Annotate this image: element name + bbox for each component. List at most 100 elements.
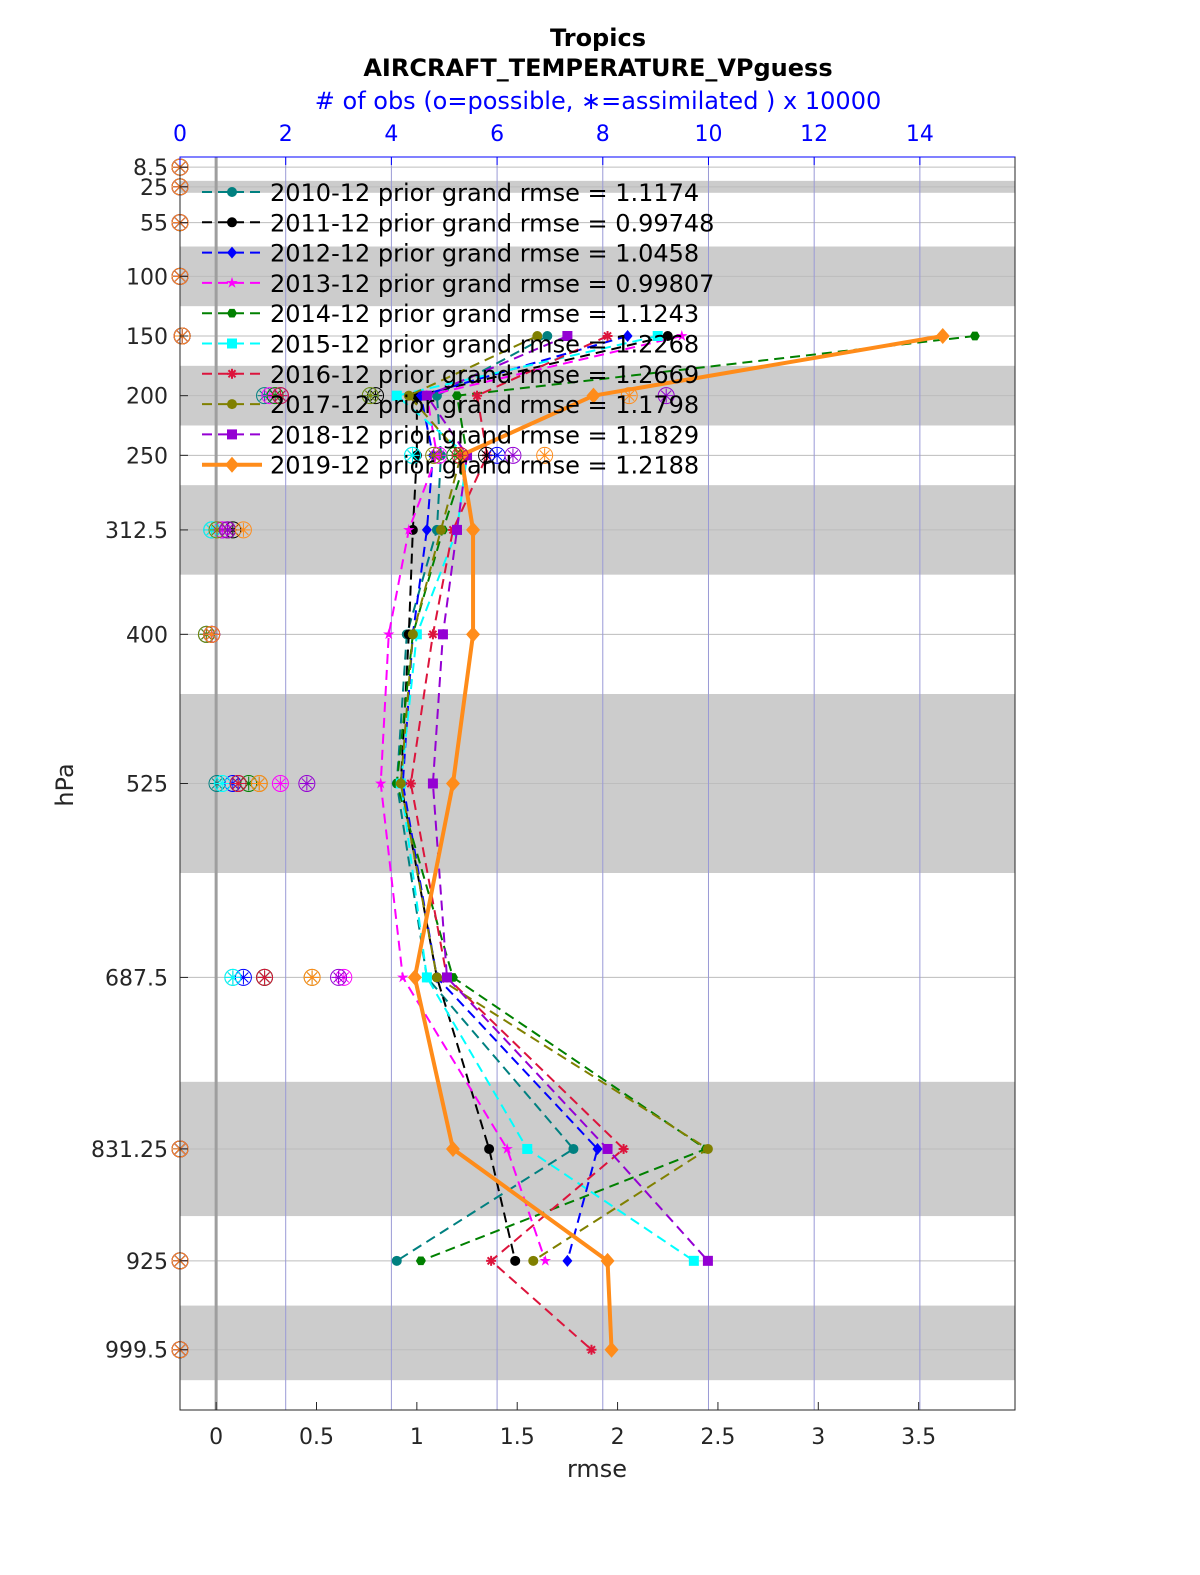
point-2016-12-999.5: [586, 1344, 597, 1355]
obs-possible-2016-12-5: [271, 387, 289, 405]
point-2017-12-150: [532, 331, 543, 341]
obs-assimilated-2018-12-9: [299, 776, 314, 791]
legend-label-2010-12: 2010-12 prior grand rmse = 1.1174: [270, 179, 699, 207]
legend-entry-2016-12: 2016-12 prior grand rmse = 1.2669: [202, 361, 699, 389]
obs-assimilated-stroke: [275, 778, 286, 789]
point-2016-12-200-stroke: [472, 391, 482, 400]
point-2013-12-250: [431, 449, 443, 461]
obs-possible-2017-12-5: [361, 387, 379, 405]
obs-assimilated-stroke: [623, 390, 635, 401]
legend-marker-2012-12: [227, 246, 237, 259]
obs-assimilated-stroke: [507, 450, 519, 461]
point-2013-12-150: [676, 330, 688, 341]
x-tick-label-0: 0: [209, 1425, 223, 1450]
obs-assimilated-stroke: [222, 524, 233, 536]
obs-assimilated-2018-12-6: [505, 448, 520, 463]
obs-assimilated-2015-12-6: [405, 448, 420, 463]
point-2015-12-150: [652, 331, 663, 341]
point-2016-12-525: [405, 778, 416, 789]
obs-assimilated-2013-12-9: [273, 776, 288, 791]
obs-assimilated-2016-12-6: [453, 448, 468, 463]
point-2017-12-525: [395, 778, 406, 789]
obs-possible-2015-12-6: [404, 446, 422, 464]
obs-possible-2019-12-5: [620, 387, 638, 405]
series-line-2013-12: [379, 335, 683, 1262]
obs-assimilated-2018-12-5: [659, 388, 674, 403]
point-2016-12-150: [602, 331, 613, 341]
obs-assimilated-2015-12-9: [215, 776, 230, 791]
point-2016-12-831.25: [618, 1143, 629, 1154]
axes-ticks: 0 0.5 1 1.5 2 2.5 3 3.5 0 2 4 6 8 10 12 14 8.525 55 100 150…: [91, 122, 936, 1450]
point-2011-12-150: [662, 331, 673, 341]
shaded-band-6: [180, 1305, 1015, 1381]
obs-possible-2017-12-6: [425, 446, 443, 464]
legend-marker-2016-12: [227, 368, 237, 379]
y-tick-label-10: 687.5: [105, 966, 168, 991]
obs-assimilated-2016-12-10: [257, 970, 272, 985]
obs-possible-2018-12-5: [657, 387, 675, 405]
x-tick-label-7: 3.5: [901, 1425, 936, 1450]
obs-possible-2019-12-4: [173, 327, 191, 345]
point-2010-12-150: [542, 331, 553, 341]
legend-entry-2018-12: 2018-12 prior grand rmse = 1.1829: [202, 421, 699, 449]
legend-entry-2017-12: 2017-12 prior grand rmse = 1.1798: [202, 391, 699, 419]
point-2016-12-200: [472, 390, 483, 401]
legend-label-2012-12: 2012-12 prior grand rmse = 1.0458: [270, 240, 699, 268]
obs-assimilated-2019-12-9: [252, 776, 267, 791]
obs-possible-2016-12-9: [229, 775, 247, 792]
y-tick-label-13: 999.5: [105, 1339, 168, 1364]
obs-assimilated-stroke: [407, 450, 418, 461]
legend-label-2015-12: 2015-12 prior grand rmse = 1.2268: [270, 331, 699, 359]
point-2016-12-150-stroke: [603, 331, 612, 341]
obs-assimilated-stroke: [539, 450, 550, 461]
point-2017-12-925: [528, 1255, 539, 1266]
legend-label-2016-12: 2016-12 prior grand rmse = 1.2669: [270, 361, 699, 389]
obs-possible-2018-12-6: [504, 446, 522, 464]
obs-assimilated-2019-12-6: [537, 448, 552, 463]
legend-marker-2015-12: [227, 338, 237, 349]
obs-assimilated-stroke: [227, 972, 239, 983]
obs-assimilated-2019-12-7: [236, 522, 251, 537]
point-2017-12-831.25: [702, 1143, 713, 1154]
point-2016-12-925: [486, 1255, 497, 1266]
point-2016-12-400-stroke: [428, 630, 438, 639]
obs-assimilated-stroke: [301, 778, 313, 789]
y-tick-label-3: 100: [126, 265, 168, 290]
obs-possible-2016-12-6: [451, 446, 469, 464]
obs-assimilated-stroke: [216, 778, 228, 789]
grid-lines: [179, 157, 1015, 1410]
legend-label-2019-12: 2019-12 prior grand rmse = 1.2188: [270, 452, 699, 480]
series-line-2019-12: [412, 334, 944, 1350]
point-2013-12-312.5: [403, 523, 415, 535]
obs-assimilated-stroke: [232, 778, 244, 789]
obs-possible-2019-12-10: [303, 968, 321, 986]
point-2019-12-312.5: [466, 521, 481, 538]
chart-title: Tropics: [550, 24, 646, 52]
legend: 2010-12 prior grand rmse = 1.11742011-12…: [202, 179, 714, 480]
obs-assimilated-stroke: [238, 524, 249, 536]
point-2019-12-925: [600, 1252, 615, 1269]
obs-assimilated-2017-12-6: [426, 448, 441, 463]
y-tick-label-7: 312.5: [105, 519, 168, 544]
legend-label-2014-12: 2014-12 prior grand rmse = 1.1243: [270, 300, 699, 328]
obs-possible-2013-12-9: [271, 775, 289, 792]
top-tick-label-3: 6: [490, 122, 504, 147]
x-tick-label-5: 2.5: [700, 1425, 735, 1450]
y-tick-label-9: 525: [126, 773, 168, 798]
x-tick-label-3: 1.5: [500, 1425, 535, 1450]
point-2017-12-400: [407, 629, 418, 640]
legend-marker-2018-12: [227, 429, 237, 440]
point-2010-12-925: [391, 1255, 402, 1266]
chart-subtitle: AIRCRAFT_TEMPERATURE_VPguess: [363, 54, 832, 82]
legend-label-2018-12: 2018-12 prior grand rmse = 1.1829: [270, 421, 699, 449]
obs-assimilated-2019-12-8: [204, 627, 219, 642]
point-2017-12-687.5: [431, 972, 442, 983]
point-2016-12-831.25-stroke: [619, 1144, 628, 1154]
obs-assimilated-stroke: [253, 778, 265, 789]
obs-assimilated-stroke: [454, 450, 466, 461]
x-tick-label-1: 0.5: [299, 1425, 334, 1450]
obs-assimilated-stroke: [364, 390, 376, 401]
x-tick-label-2: 1: [410, 1425, 424, 1450]
top-tick-label-0: 0: [173, 122, 187, 147]
point-2017-12-312.5: [435, 524, 446, 535]
